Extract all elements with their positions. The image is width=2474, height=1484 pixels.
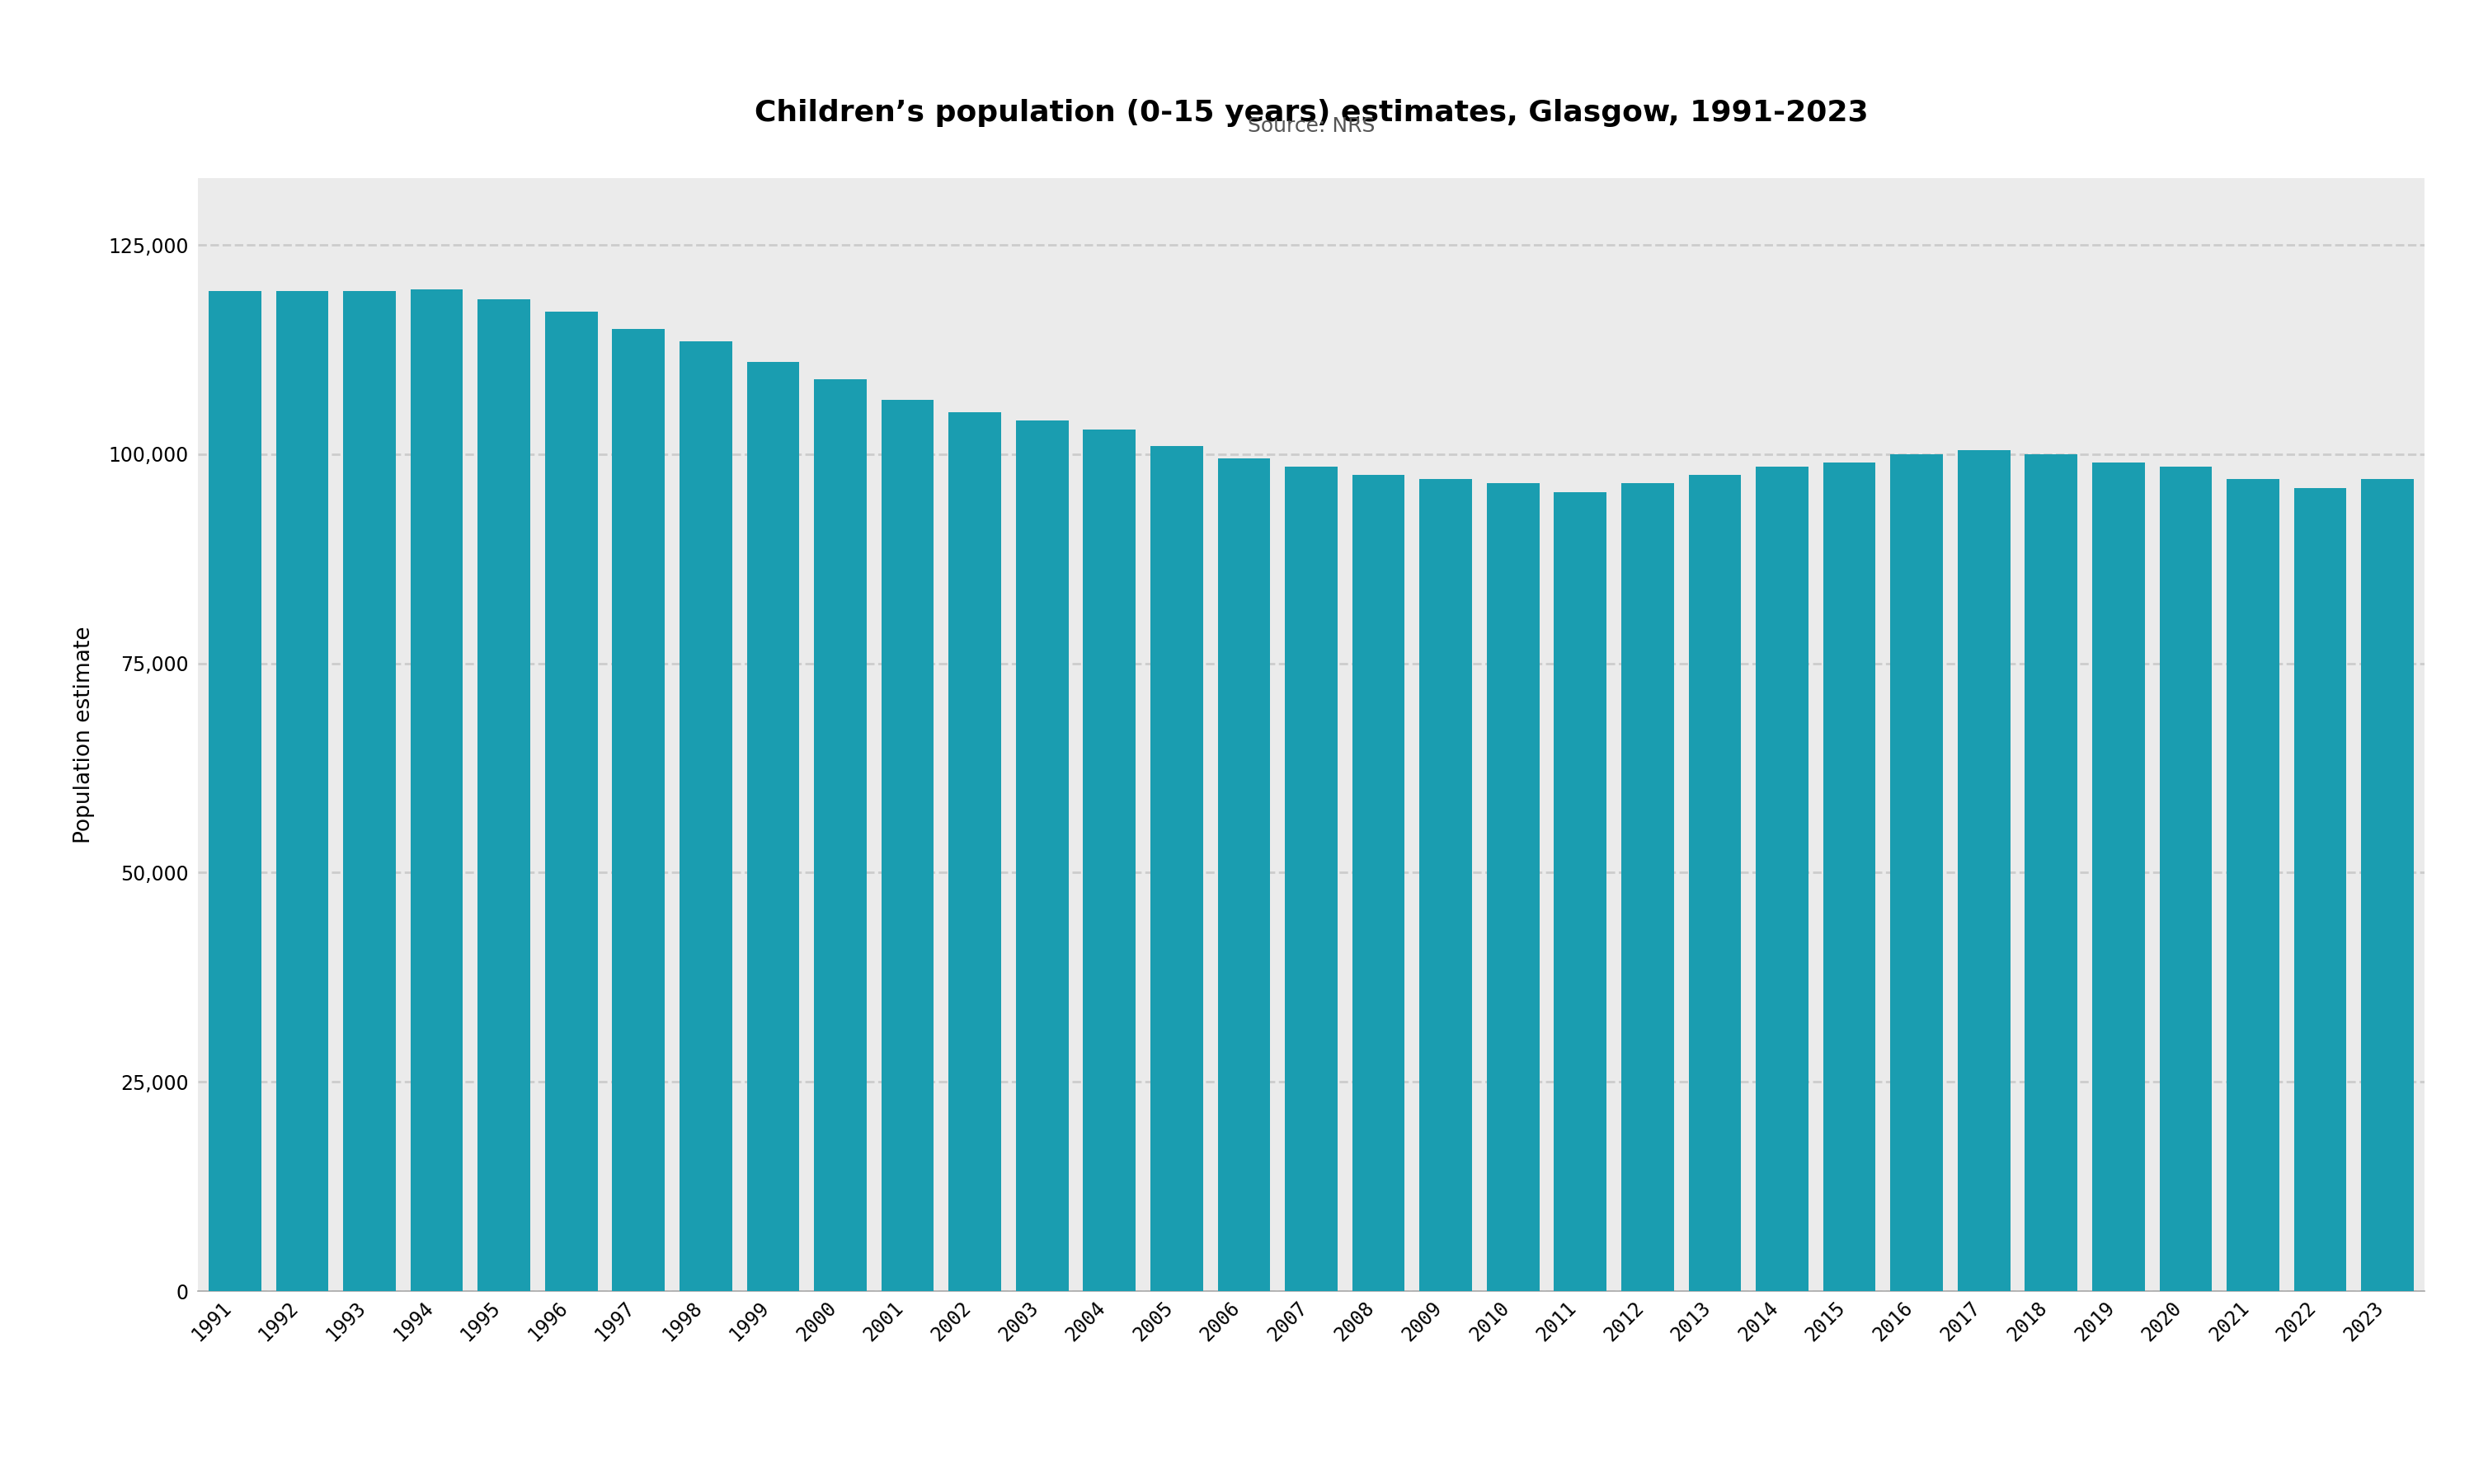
Bar — [1284, 467, 1338, 1291]
Bar — [2024, 454, 2078, 1291]
Text: Source: NRS: Source: NRS — [1247, 116, 1376, 137]
Bar — [1353, 475, 1405, 1291]
Bar — [2293, 488, 2345, 1291]
Bar — [544, 312, 599, 1291]
Bar — [208, 291, 262, 1291]
Bar — [1017, 421, 1069, 1291]
Title: Children’s population (0-15 years) estimates, Glasgow, 1991-2023: Children’s population (0-15 years) estim… — [755, 98, 1868, 126]
Bar — [2093, 463, 2145, 1291]
Bar — [881, 399, 933, 1291]
Bar — [2227, 479, 2279, 1291]
Bar — [1957, 450, 2011, 1291]
Bar — [1554, 491, 1606, 1291]
Bar — [1487, 484, 1539, 1291]
Bar — [477, 300, 529, 1291]
Y-axis label: Population estimate: Population estimate — [74, 626, 94, 843]
Bar — [948, 413, 1002, 1291]
Bar — [1757, 467, 1808, 1291]
Bar — [1690, 475, 1742, 1291]
Bar — [1084, 429, 1136, 1291]
Bar — [814, 378, 866, 1291]
Bar — [747, 362, 799, 1291]
Bar — [1150, 445, 1202, 1291]
Bar — [1217, 459, 1269, 1291]
Bar — [344, 291, 396, 1291]
Bar — [1420, 479, 1472, 1291]
Bar — [1823, 463, 1875, 1291]
Bar — [680, 341, 732, 1291]
Bar — [1890, 454, 1942, 1291]
Bar — [2360, 479, 2415, 1291]
Bar — [2160, 467, 2212, 1291]
Bar — [277, 291, 329, 1291]
Bar — [611, 329, 666, 1291]
Bar — [411, 289, 463, 1291]
Bar — [1620, 484, 1675, 1291]
